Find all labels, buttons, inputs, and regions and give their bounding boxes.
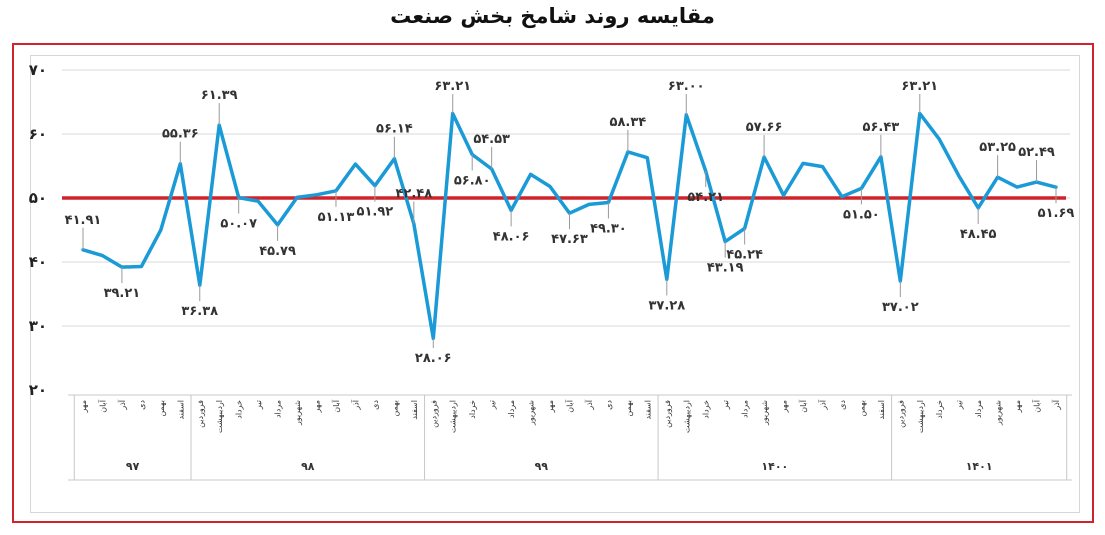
data-label: ۴۲.۴۸: [395, 187, 432, 202]
month-tick-label: دی: [137, 400, 146, 410]
data-label: ۵۰.۰۷: [220, 217, 257, 232]
month-tick-label: آبان: [1032, 399, 1042, 413]
month-tick-label: فروردین: [196, 400, 205, 428]
data-label: ۶۳.۰۰: [668, 79, 705, 94]
month-tick-label: فروردین: [429, 400, 438, 428]
month-tick-label: فروردین: [663, 400, 672, 428]
data-label: ۵۱.۶۹: [1038, 206, 1075, 221]
year-group-label: ۹۸: [301, 460, 315, 473]
month-tick-label: اردیبهشت: [215, 400, 224, 433]
month-tick-label: آبان: [331, 399, 341, 413]
plot-area-border: [30, 55, 1080, 513]
data-label: ۳۷.۰۲: [882, 300, 919, 315]
data-label: ۵۷.۶۶: [746, 120, 783, 135]
month-tick-label: مهر: [313, 400, 322, 413]
month-tick-label: دی: [371, 400, 380, 410]
month-tick-label: آبان: [565, 399, 575, 413]
y-tick-label: ۶۰: [29, 125, 47, 143]
month-tick-label: شهریور: [293, 400, 302, 426]
data-label: ۴۷.۶۳: [551, 232, 588, 247]
data-label: ۵۴.۵۳: [473, 132, 510, 147]
data-label: ۵۱.۵۰: [843, 207, 880, 222]
data-label: ۴۹.۳۰: [590, 221, 627, 236]
month-tick-label: شهریور: [527, 400, 536, 426]
data-label: ۶۱.۳۹: [201, 88, 238, 103]
data-label: ۵۶.۴۳: [863, 120, 900, 135]
data-label: ۵۸.۳۴: [610, 115, 647, 130]
data-label: ۴۵.۷۹: [259, 244, 296, 259]
data-label: ۶۳.۲۱: [434, 79, 471, 94]
y-tick-label: ۴۰: [29, 253, 47, 271]
month-tick-label: اسفند: [410, 400, 419, 420]
month-tick-label: مهر: [780, 400, 789, 413]
month-tick-label: آذر: [1051, 399, 1061, 410]
month-tick-label: مرداد: [974, 400, 983, 418]
month-tick-label: تیر: [721, 400, 730, 410]
month-tick-label: دی: [604, 400, 613, 410]
month-tick-label: خرداد: [702, 400, 711, 419]
month-tick-label: مهر: [1013, 400, 1022, 413]
data-label: ۳۷.۲۸: [648, 298, 685, 313]
month-tick-label: خرداد: [235, 400, 244, 419]
month-tick-label: اسفند: [176, 400, 185, 420]
data-label: ۵۵.۳۶: [162, 127, 199, 142]
month-tick-label: شهریور: [760, 400, 769, 426]
data-label: ۵۶.۱۴: [376, 122, 413, 137]
y-tick-label: ۷۰: [29, 61, 47, 79]
month-tick-label: اردیبهشت: [449, 400, 458, 433]
data-label: ۵۶.۸۰: [454, 173, 491, 188]
data-label: ۴۸.۴۵: [960, 227, 997, 242]
data-label: ۵۴.۲۱: [687, 190, 724, 205]
month-tick-label: اسفند: [643, 400, 652, 420]
month-tick-label: خرداد: [468, 400, 477, 419]
month-tick-label: آذر: [584, 399, 594, 410]
data-label: ۵۲.۴۹: [1018, 145, 1055, 160]
month-tick-label: فروردین: [896, 400, 905, 428]
y-tick-label: ۳۰: [29, 317, 47, 335]
data-label: ۴۵.۲۴: [726, 247, 763, 262]
month-tick-label: مهر: [79, 400, 88, 413]
data-label: ۳۶.۳۸: [181, 304, 218, 319]
y-tick-label: ۲۰: [29, 381, 47, 399]
month-tick-label: مرداد: [741, 400, 750, 418]
data-label: ۴۱.۹۱: [65, 213, 102, 228]
chart-frame: [12, 43, 1094, 523]
month-tick-label: مرداد: [274, 400, 283, 418]
month-tick-label: مرداد: [507, 400, 516, 418]
month-tick-label: اسفند: [877, 400, 886, 420]
data-label: ۲۸.۰۶: [415, 351, 452, 366]
data-label: ۴۸.۰۶: [493, 229, 530, 244]
month-tick-label: آبان: [798, 399, 808, 413]
month-tick-label: آذر: [350, 399, 360, 410]
month-tick-label: بهمن: [857, 400, 866, 417]
data-label: ۵۳.۲۵: [979, 140, 1016, 155]
month-tick-label: مهر: [546, 400, 555, 413]
month-tick-label: اردیبهشت: [916, 400, 925, 433]
month-tick-label: تیر: [488, 400, 497, 410]
year-group-label: ۹۹: [535, 460, 549, 473]
year-group-label: ۱۴۰۱: [966, 460, 993, 473]
month-tick-label: آبان: [97, 399, 107, 413]
year-group-label: ۹۷: [126, 460, 140, 473]
month-tick-label: تیر: [254, 400, 263, 410]
data-label: ۳۹.۲۱: [104, 286, 141, 301]
month-tick-label: دی: [838, 400, 847, 410]
month-tick-label: آذر: [117, 399, 127, 410]
y-tick-label: ۵۰: [29, 189, 47, 207]
data-label: ۵۱.۱۳: [318, 210, 355, 225]
year-group-label: ۱۴۰۰: [761, 460, 788, 473]
month-tick-label: شهریور: [994, 400, 1003, 426]
month-tick-label: آذر: [817, 399, 827, 410]
month-tick-label: بهمن: [157, 400, 166, 417]
month-tick-label: خرداد: [935, 400, 944, 419]
month-tick-label: بهمن: [390, 400, 399, 417]
month-tick-label: تیر: [955, 400, 964, 410]
data-label: ۵۱.۹۲: [357, 205, 394, 220]
month-tick-label: اردیبهشت: [682, 400, 691, 433]
data-label: ۴۳.۱۹: [707, 261, 744, 276]
month-tick-label: بهمن: [624, 400, 633, 417]
data-label: ۶۳.۲۱: [901, 79, 938, 94]
chart-title: مقایسه روند شامخ بخش صنعت: [390, 4, 715, 28]
